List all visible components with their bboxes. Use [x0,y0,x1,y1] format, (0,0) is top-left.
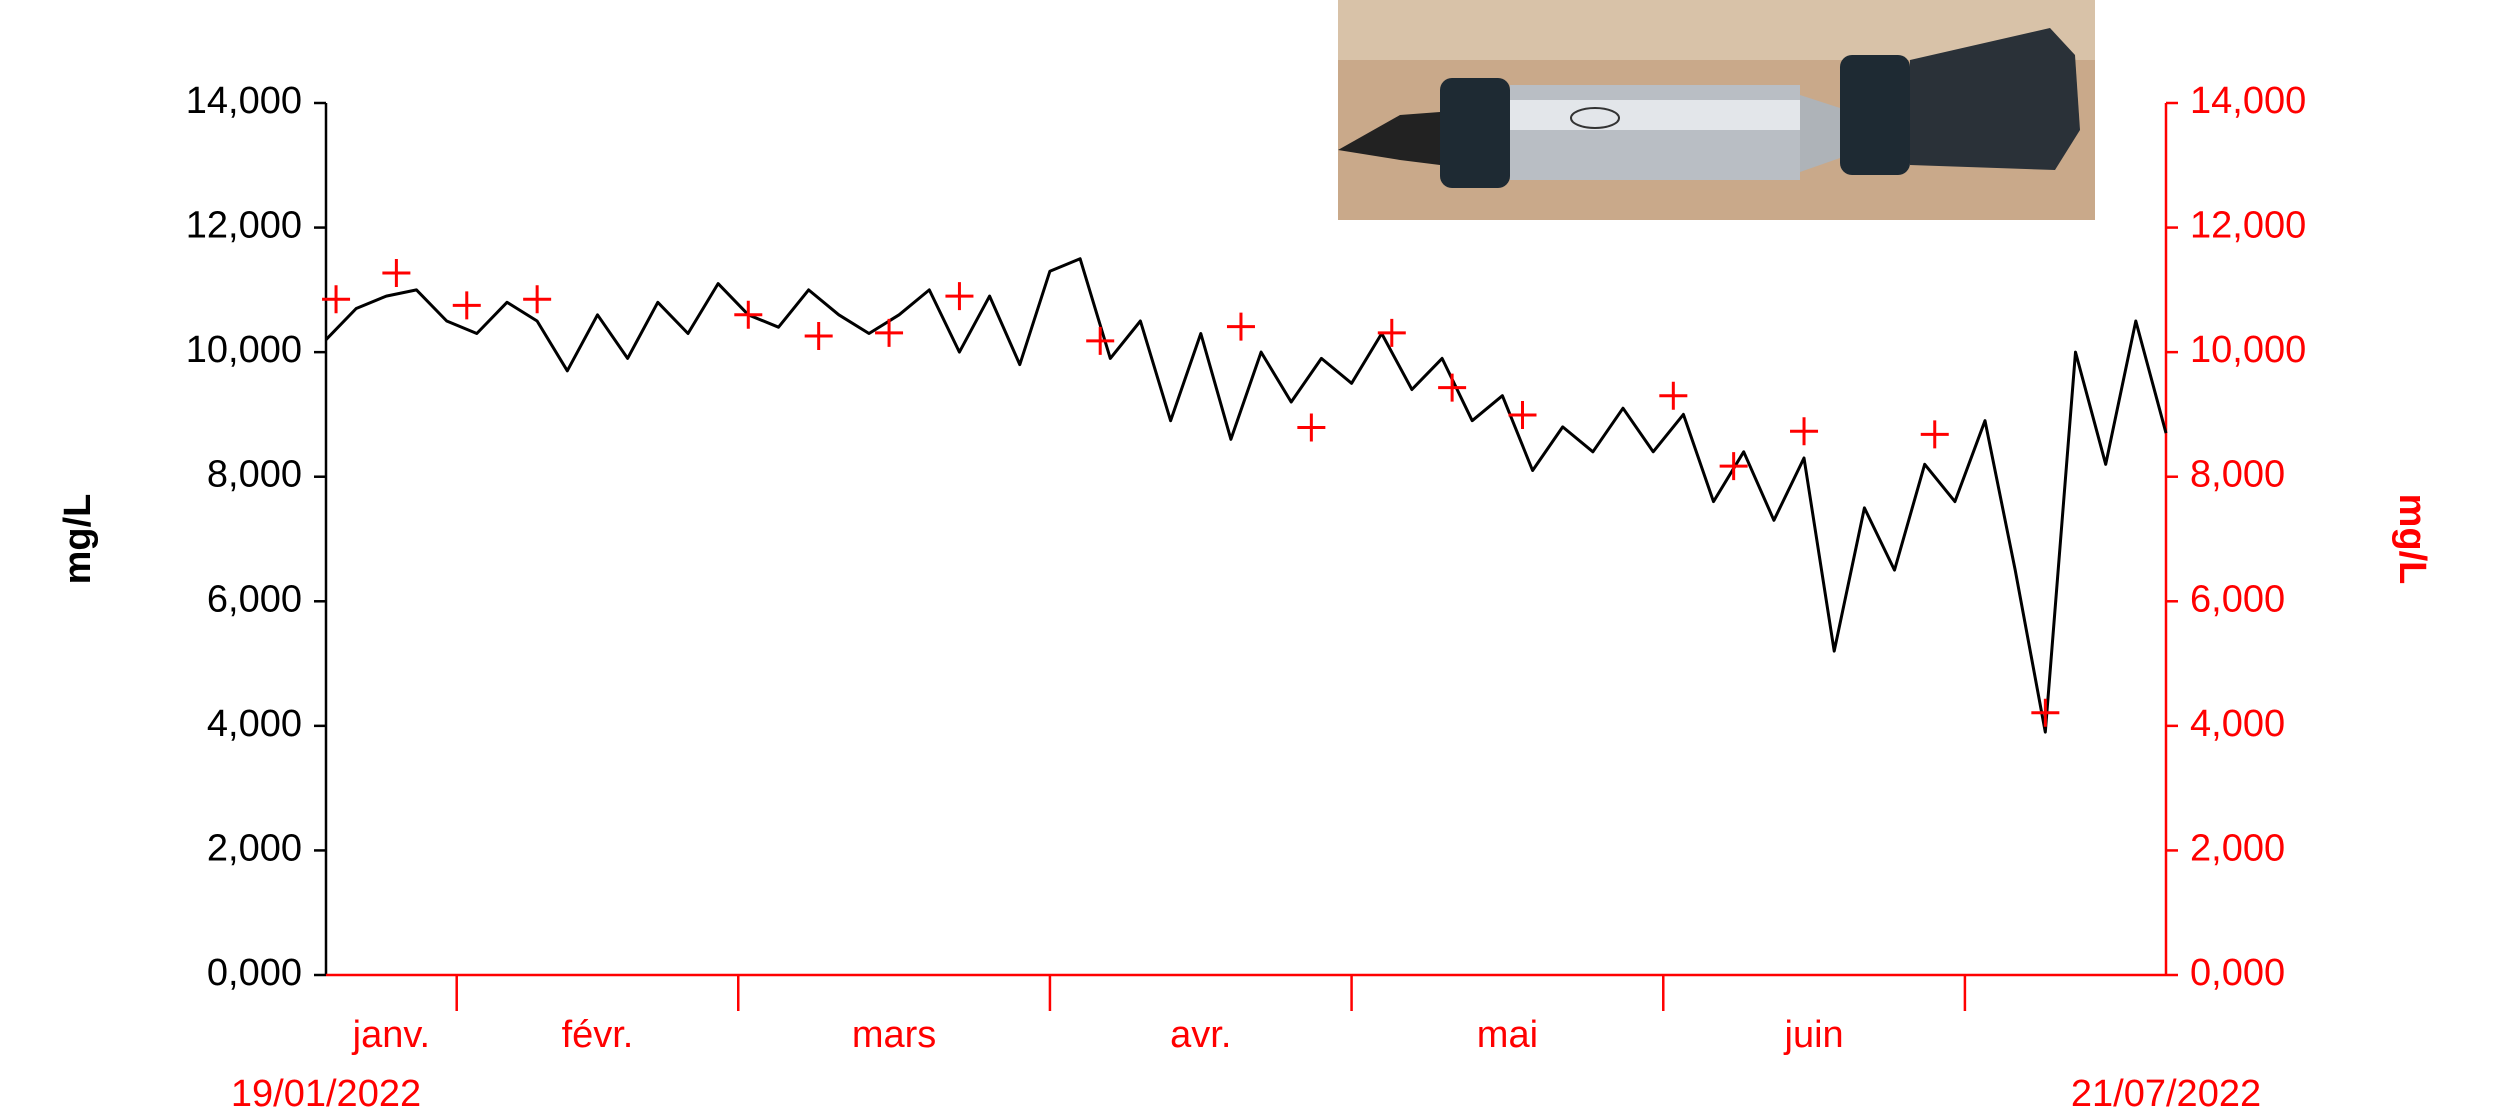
y2-tick-label: 14,000 [2190,80,2306,122]
reference-point [1086,326,1115,355]
x-end-date: 21/07/2022 [2071,1073,2261,1107]
y2-tick-label: 8,000 [2190,454,2285,496]
reference-point [875,318,904,347]
reference-point [452,291,481,320]
y2-tick-label: 10,000 [2190,329,2306,371]
y2-axis-label: mg/L [2391,494,2433,585]
y2-tick-label: 2,000 [2190,827,2285,869]
y2-tick-label: 4,000 [2190,703,2285,745]
x-tick-label: avr. [1170,1014,1231,1056]
reference-point [804,321,833,350]
y2-tick-label: 6,000 [2190,578,2285,620]
reference-point [1226,312,1255,341]
y-tick-label: 12,000 [186,205,302,247]
x-start-date: 19/01/2022 [231,1073,421,1107]
reference-point [1297,413,1326,442]
y-tick-label: 0,000 [207,952,302,994]
reference-point [382,259,411,288]
x-tick-label: mars [852,1014,936,1056]
x-tick-label: juin [1784,1014,1844,1056]
y-tick-label: 4,000 [207,703,302,745]
y-tick-label: 10,000 [186,329,302,371]
reference-point [2031,698,2060,727]
x-tick-label: mai [1477,1014,1538,1056]
y2-tick-label: 0,000 [2190,952,2285,994]
reference-point [1659,381,1688,410]
y-tick-label: 8,000 [207,454,302,496]
reference-point [1790,417,1819,446]
reference-point [1377,318,1406,347]
reference-point [734,300,763,329]
reference-point [1920,420,1949,449]
data-line [324,257,2168,734]
probe-photo [1338,0,2095,220]
y-tick-label: 2,000 [207,827,302,869]
reference-point [1508,401,1537,430]
reference-point [322,285,351,314]
x-tick-label: janv. [352,1014,430,1056]
reference-point [1719,452,1748,481]
y-tick-label: 6,000 [207,578,302,620]
y2-tick-label: 12,000 [2190,205,2306,247]
x-tick-label: févr. [562,1014,634,1056]
reference-point [1438,373,1467,402]
reference-point [945,282,974,311]
reference-point [523,285,552,314]
y-axis-label: mg/L [57,494,99,585]
y-tick-label: 14,000 [186,80,302,122]
